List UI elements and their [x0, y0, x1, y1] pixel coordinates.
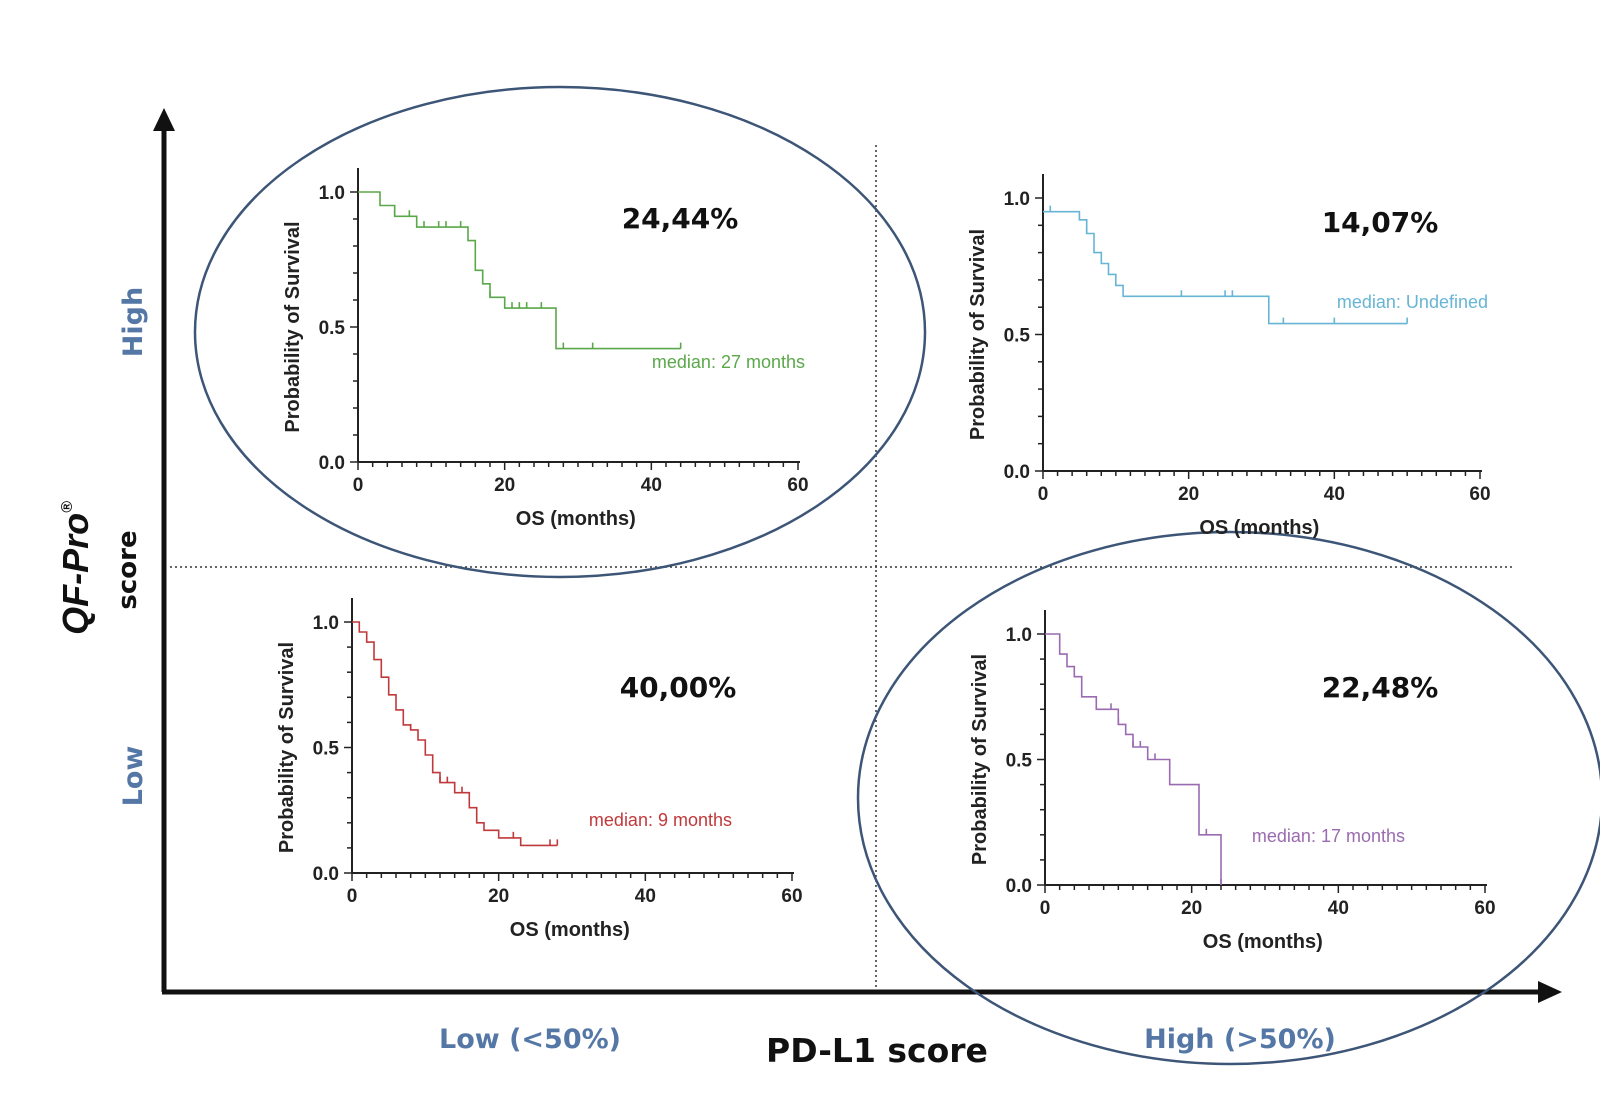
- highlight-ellipse-top-left: [193, 85, 927, 579]
- km-median-label: median: 17 months: [1252, 826, 1405, 846]
- km-x-tick-label: 20: [1178, 484, 1199, 505]
- km-y-tick-label: 0.0: [313, 864, 339, 885]
- x-high-label: High (>50%): [1144, 1024, 1336, 1055]
- km-median-label: median: Undefined: [1337, 292, 1488, 312]
- km-bottom-left: 0 20 40 60 0.0 0.5 1.0 OS (months) Probability o…: [276, 598, 803, 941]
- km-x-tick-label: 20: [494, 475, 515, 496]
- km-panels: 0 20 40 60 0.0 0.5 1.0 OS (months) Probability o…: [276, 168, 1496, 953]
- x-low-label: Low (<50%): [439, 1024, 621, 1055]
- km-survival-curve: [358, 191, 681, 350]
- y-axis-title-score: score: [113, 530, 143, 609]
- km-percentage-label: 40,00%: [620, 671, 737, 704]
- km-y-tick-label: 0.0: [319, 453, 345, 474]
- km-y-tick-label: 0.5: [319, 318, 346, 339]
- km-x-tick-label: 60: [787, 475, 808, 496]
- km-median-label: median: 27 months: [652, 352, 805, 372]
- km-survival-curve: [1045, 633, 1222, 885]
- x-axis-title: PD-L1 score: [766, 1031, 988, 1070]
- km-x-tick-label: 40: [1328, 898, 1349, 919]
- km-x-axis-label: OS (months): [1203, 931, 1323, 953]
- km-x-tick-label: 60: [781, 886, 802, 907]
- km-y-axis-label: Probability of Survival: [967, 229, 989, 440]
- km-top-right: 0 20 40 60 0.0 0.5 1.0 OS (months) Probability o…: [967, 174, 1491, 539]
- svg-text:QF-Pro®: QF-Pro®: [55, 501, 96, 635]
- km-survival-curve: [1043, 210, 1408, 325]
- km-x-tick-label: 0: [1040, 898, 1051, 919]
- km-y-tick-label: 1.0: [1006, 625, 1032, 646]
- km-x-tick-label: 40: [641, 475, 662, 496]
- highlight-ellipse-bottom-right: [856, 530, 1600, 1066]
- km-x-tick-label: 40: [1324, 484, 1345, 505]
- km-percentage-label: 24,44%: [622, 202, 739, 235]
- km-x-tick-label: 0: [1038, 484, 1049, 505]
- km-y-axis-label: Probability of Survival: [276, 642, 298, 853]
- km-median-label: median: 9 months: [589, 810, 732, 830]
- km-percentage-label: 14,07%: [1322, 206, 1439, 239]
- km-x-axis-label: OS (months): [1199, 517, 1319, 539]
- km-x-axis-label: OS (months): [510, 919, 630, 941]
- km-x-tick-label: 0: [353, 475, 364, 496]
- qf-pro-brand: QF-Pro: [55, 513, 96, 635]
- km-y-tick-label: 0.5: [1006, 751, 1033, 772]
- km-bottom-right: 0 20 40 60 0.0 0.5 1.0 OS (months) Probability o…: [969, 610, 1496, 953]
- km-x-tick-label: 20: [1181, 898, 1202, 919]
- km-y-tick-label: 0.0: [1004, 462, 1030, 483]
- km-percentage-label: 22,48%: [1322, 671, 1439, 704]
- km-x-tick-label: 60: [1474, 898, 1495, 919]
- km-y-tick-label: 1.0: [1004, 189, 1030, 210]
- km-y-axis-label: Probability of Survival: [969, 654, 991, 865]
- km-y-tick-label: 0.5: [313, 739, 340, 760]
- km-x-tick-label: 60: [1469, 484, 1490, 505]
- y-low-label: Low: [118, 746, 149, 807]
- km-y-axis-label: Probability of Survival: [282, 221, 304, 432]
- km-x-tick-label: 20: [488, 886, 509, 907]
- main-y-axis-arrow: [153, 108, 175, 131]
- km-y-tick-label: 1.0: [313, 613, 339, 634]
- km-top-left: 0 20 40 60 0.0 0.5 1.0 OS (months) Probability o…: [282, 168, 809, 530]
- km-survival-curve: [352, 621, 558, 847]
- km-y-tick-label: 0.0: [1006, 876, 1032, 897]
- qf-pro-registered: ®: [59, 501, 76, 513]
- km-x-tick-label: 0: [347, 886, 358, 907]
- km-x-axis-label: OS (months): [516, 508, 636, 530]
- y-axis-title-group: QF-Pro®: [55, 501, 96, 635]
- km-x-tick-label: 40: [635, 886, 656, 907]
- km-y-tick-label: 1.0: [319, 183, 345, 204]
- km-y-tick-label: 0.5: [1004, 326, 1031, 347]
- y-high-label: High: [118, 287, 149, 357]
- main-x-axis-arrow: [1538, 981, 1562, 1003]
